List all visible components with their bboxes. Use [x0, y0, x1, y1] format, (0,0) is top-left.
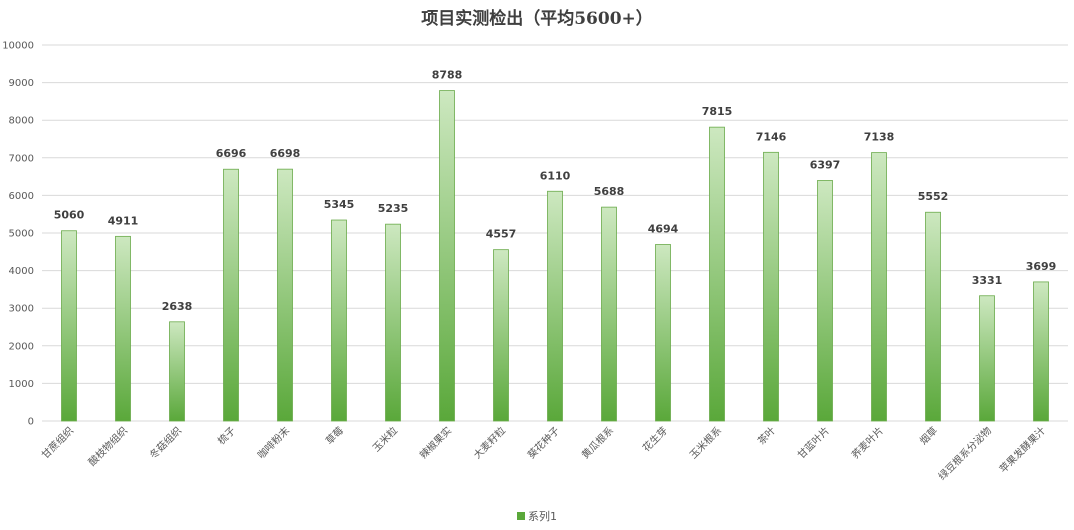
x-tick-label: 酸枝物组织 — [86, 424, 131, 469]
bar — [169, 321, 185, 422]
y-axis-ticks: 0 1000 2000 3000 4000 5000 6000 7000 8000 9000 100… — [2, 41, 34, 428]
bar — [601, 206, 617, 422]
x-axis-ticks: 甘蔗组织 酸枝物组织 冬菇组织 梳子 咖啡粉末 草莓 玉米粒 辣椒果实 大麦籽粒 葵花种子 黄瓜根系… — [39, 424, 1048, 483]
x-tick-label: 烟草 — [917, 424, 940, 447]
y-tick-label: 10000 — [2, 41, 34, 52]
bar — [1033, 281, 1049, 422]
y-tick-label: 9000 — [9, 78, 34, 89]
x-tick-label: 葵花种子 — [525, 424, 562, 461]
bar — [223, 168, 239, 422]
data-label: 3699 — [1026, 260, 1057, 273]
bar — [61, 230, 77, 422]
bar — [277, 168, 293, 422]
y-tick-label: 8000 — [9, 116, 34, 127]
legend: 系列1 — [517, 509, 557, 523]
data-label: 3331 — [972, 274, 1003, 287]
chart-title: 项目实测检出（平均5600+） — [421, 8, 653, 29]
bar — [439, 90, 455, 422]
y-tick-label: 2000 — [9, 341, 34, 352]
y-tick-label: 3000 — [9, 304, 34, 315]
data-label: 7138 — [864, 131, 895, 144]
y-tick-label: 0 — [28, 417, 34, 428]
x-tick-label: 花生芽 — [640, 424, 670, 454]
data-label: 5552 — [918, 190, 949, 203]
data-label: 7815 — [702, 105, 733, 118]
y-tick-label: 5000 — [9, 229, 34, 240]
data-label: 5060 — [54, 209, 85, 222]
data-label: 4911 — [108, 214, 139, 227]
bar — [817, 180, 833, 422]
data-label: 2638 — [162, 300, 193, 313]
data-label: 6110 — [540, 169, 571, 182]
bar — [115, 235, 131, 422]
y-tick-label: 1000 — [9, 379, 34, 390]
data-label: 8788 — [432, 69, 463, 82]
data-labels: 5060 4911 2638 6696 6698 5345 5235 8788 4557 6110… — [54, 69, 1057, 313]
x-tick-label: 玉米根系 — [687, 424, 724, 461]
data-label: 6696 — [216, 147, 247, 160]
x-tick-label: 荞麦叶片 — [849, 424, 886, 461]
x-tick-label: 梳子 — [215, 424, 238, 447]
bar — [493, 249, 509, 422]
x-tick-label: 草莓 — [323, 425, 346, 448]
data-label: 6698 — [270, 147, 301, 160]
x-tick-label: 冬菇组织 — [147, 424, 184, 461]
data-label: 4557 — [486, 228, 517, 241]
x-tick-label: 玉米粒 — [370, 424, 400, 454]
bar — [871, 152, 887, 422]
x-tick-label: 辣椒果实 — [417, 424, 454, 461]
y-tick-label: 7000 — [9, 153, 34, 164]
x-tick-label: 甘蓝叶片 — [795, 424, 832, 461]
bar — [547, 190, 563, 422]
data-label: 7146 — [756, 130, 787, 143]
bar — [385, 223, 401, 422]
y-tick-label: 6000 — [9, 191, 34, 202]
legend-label: 系列1 — [528, 509, 557, 523]
data-label: 5235 — [378, 202, 409, 215]
bar — [979, 295, 995, 422]
x-tick-label: 大麦籽粒 — [471, 424, 508, 461]
bar — [709, 126, 725, 422]
x-tick-label: 绿豆根系分泌物 — [935, 424, 994, 483]
data-label: 5688 — [594, 185, 625, 198]
x-tick-label: 黄瓜根系 — [579, 424, 616, 461]
bar — [763, 151, 779, 422]
data-label: 4694 — [648, 223, 679, 236]
bar — [655, 244, 671, 422]
bar — [925, 211, 941, 422]
data-label: 6397 — [810, 158, 841, 171]
bars — [61, 90, 1049, 422]
y-tick-label: 4000 — [9, 266, 34, 277]
x-tick-label: 苹果发酵果汁 — [997, 424, 1049, 476]
data-label: 5345 — [324, 198, 355, 211]
x-tick-label: 咖啡粉末 — [255, 424, 292, 461]
x-tick-label: 茶叶 — [755, 424, 778, 447]
x-tick-label: 甘蔗组织 — [39, 424, 76, 461]
bar — [331, 219, 347, 422]
legend-swatch — [517, 512, 525, 520]
